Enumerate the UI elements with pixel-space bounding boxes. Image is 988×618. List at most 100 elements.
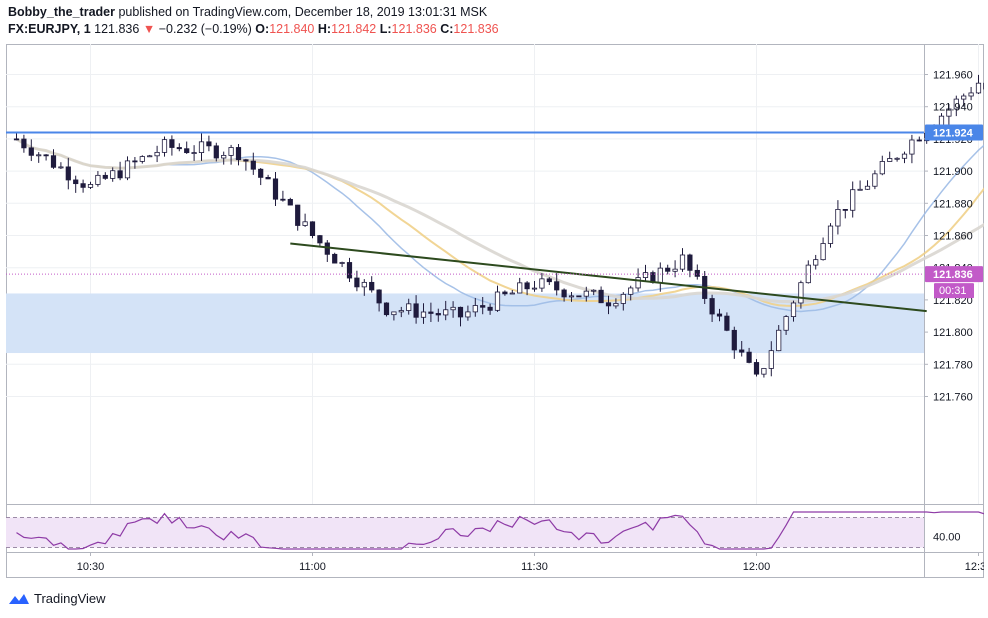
- ma-slow-line: [15, 137, 984, 304]
- candle: [761, 367, 767, 378]
- low-value: 121.836: [391, 22, 437, 36]
- candle: [139, 155, 145, 164]
- candle: [369, 276, 375, 293]
- price-axis[interactable]: 121.960121.940121.920121.900121.880121.8…: [924, 70, 973, 404]
- candle: [724, 312, 730, 332]
- candle: [50, 149, 57, 169]
- candle: [191, 145, 197, 161]
- candle: [450, 301, 456, 318]
- candle: [169, 135, 175, 156]
- candle: [568, 291, 575, 302]
- trendline[interactable]: [290, 242, 927, 313]
- candle: [872, 170, 878, 190]
- candle: [295, 204, 301, 231]
- candle: [531, 280, 538, 292]
- time-tick-label: 10:30: [77, 561, 105, 573]
- rsi-tick-label: 40.00: [933, 532, 961, 544]
- candle: [798, 280, 804, 309]
- countdown-label: 00:31: [939, 285, 967, 297]
- last-price-label: 121.836: [933, 269, 973, 281]
- candle: [265, 174, 271, 180]
- candle: [36, 152, 42, 163]
- publish-info: Bobby_the_trader published on TradingVie…: [8, 5, 487, 19]
- candle: [842, 209, 848, 219]
- tradingview-logo[interactable]: TradingView: [8, 591, 106, 606]
- candle: [302, 213, 308, 227]
- candle: [502, 290, 508, 296]
- candle: [391, 311, 397, 321]
- candle: [110, 167, 116, 182]
- high-label: H:: [317, 22, 332, 36]
- price-tick-label: 121.940: [933, 102, 973, 114]
- symbol-name[interactable]: FX:EURJPY, 1: [8, 22, 91, 36]
- close-value: 121.836: [453, 22, 499, 36]
- price-tick-label: 121.780: [933, 359, 973, 371]
- candle: [87, 181, 94, 190]
- candle: [665, 264, 671, 275]
- candle: [524, 281, 530, 296]
- open-value: 121.840: [269, 22, 315, 36]
- close-label: C:: [440, 22, 454, 36]
- candle: [790, 300, 797, 322]
- candle: [968, 86, 974, 101]
- candle: [420, 303, 427, 324]
- price-change: −0.232 (−0.19%): [158, 22, 252, 36]
- candle: [124, 156, 131, 181]
- time-tick-label: 12:00: [743, 561, 771, 573]
- candle: [554, 273, 560, 296]
- time-tick-label: 11:30: [521, 561, 548, 573]
- candle: [613, 298, 619, 309]
- candle: [176, 143, 182, 152]
- candle: [480, 297, 486, 315]
- resistance-price-badge: 121.924: [925, 124, 983, 141]
- candle: [827, 223, 834, 248]
- candle: [694, 264, 700, 280]
- candle: [213, 142, 219, 162]
- candle: [80, 179, 86, 193]
- candle: [198, 132, 205, 161]
- rsi-band: [6, 517, 924, 548]
- candle: [243, 158, 249, 171]
- candle: [946, 103, 952, 125]
- candle: [339, 261, 345, 267]
- candle: [628, 285, 634, 301]
- candle: [679, 248, 686, 272]
- candle: [317, 234, 323, 247]
- candle: [309, 221, 316, 239]
- candle: [43, 154, 49, 161]
- candle: [916, 136, 922, 142]
- candle: [509, 289, 515, 295]
- resistance-price-label: 121.924: [933, 127, 974, 139]
- candle: [709, 294, 715, 322]
- candle: [494, 285, 501, 312]
- candle: [95, 171, 101, 187]
- candle: [620, 292, 626, 311]
- candle: [753, 359, 760, 377]
- candle: [73, 175, 79, 193]
- candle: [221, 151, 227, 165]
- candle: [835, 200, 841, 235]
- candle: [879, 155, 885, 176]
- candle: [583, 286, 589, 302]
- candle: [184, 141, 190, 154]
- change-down-icon: ▼: [142, 22, 156, 36]
- candle: [850, 181, 856, 218]
- author-name[interactable]: Bobby_the_trader: [8, 5, 115, 19]
- chart[interactable]: 121.960121.940121.920121.900121.880121.8…: [6, 44, 984, 578]
- candle: [487, 303, 493, 315]
- current-price: 121.836: [94, 22, 140, 36]
- candle: [820, 237, 826, 261]
- candle: [465, 305, 471, 321]
- candle: [235, 144, 242, 166]
- candle: [58, 162, 64, 170]
- candle: [228, 144, 234, 165]
- candle: [443, 300, 449, 321]
- candle: [605, 295, 612, 315]
- candle: [272, 172, 279, 206]
- price-tick-label: 121.760: [933, 392, 973, 404]
- candle: [398, 306, 404, 318]
- high-value: 121.842: [331, 22, 377, 36]
- candle: [887, 151, 893, 162]
- candle: [161, 136, 168, 157]
